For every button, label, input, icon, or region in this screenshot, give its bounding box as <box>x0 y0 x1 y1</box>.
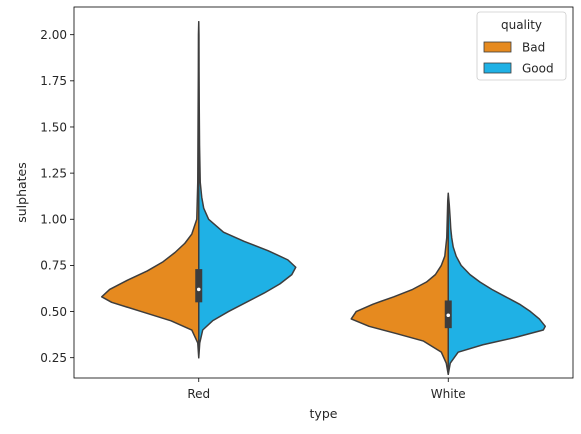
median-dot-white <box>446 313 451 318</box>
violins-layer <box>100 21 547 376</box>
legend-swatch-bad <box>483 41 512 53</box>
y-tick-label: 1.50 <box>40 120 67 134</box>
legend-entries: Bad Good <box>483 41 554 76</box>
legend-swatch-good <box>483 62 512 74</box>
y-tick-label: 1.75 <box>40 74 67 88</box>
legend-label-good: Good <box>522 62 554 76</box>
y-tick-label: 0.25 <box>40 351 67 365</box>
plot-frame <box>73 6 574 379</box>
y-tick-label: 1.25 <box>40 166 67 180</box>
y-tick-label: 0.75 <box>40 259 67 273</box>
x-tick-label: Red <box>187 387 210 401</box>
violin-red-good <box>198 21 297 359</box>
y-axis-label: sulphates <box>14 162 29 223</box>
legend-label-bad: Bad <box>522 41 545 55</box>
y-tick-label: 1.00 <box>40 213 67 227</box>
violin-white-good <box>447 192 547 376</box>
median-dot-red <box>196 287 201 292</box>
legend: quality Bad Good <box>476 11 567 81</box>
violin-red-bad <box>100 21 200 359</box>
y-axis: 0.25 0.50 0.75 1.00 1.25 1.50 1.75 2.00 <box>40 28 74 365</box>
y-tick-label: 2.00 <box>40 28 67 42</box>
legend-title: quality <box>501 18 542 32</box>
iqr-box-red <box>195 269 203 303</box>
box-layer <box>195 222 452 364</box>
y-tick-label: 0.50 <box>40 305 67 319</box>
x-axis-label: type <box>310 406 338 421</box>
x-tick-label: White <box>431 387 466 401</box>
x-axis: Red White <box>187 378 466 401</box>
violin-white-bad <box>350 192 449 376</box>
